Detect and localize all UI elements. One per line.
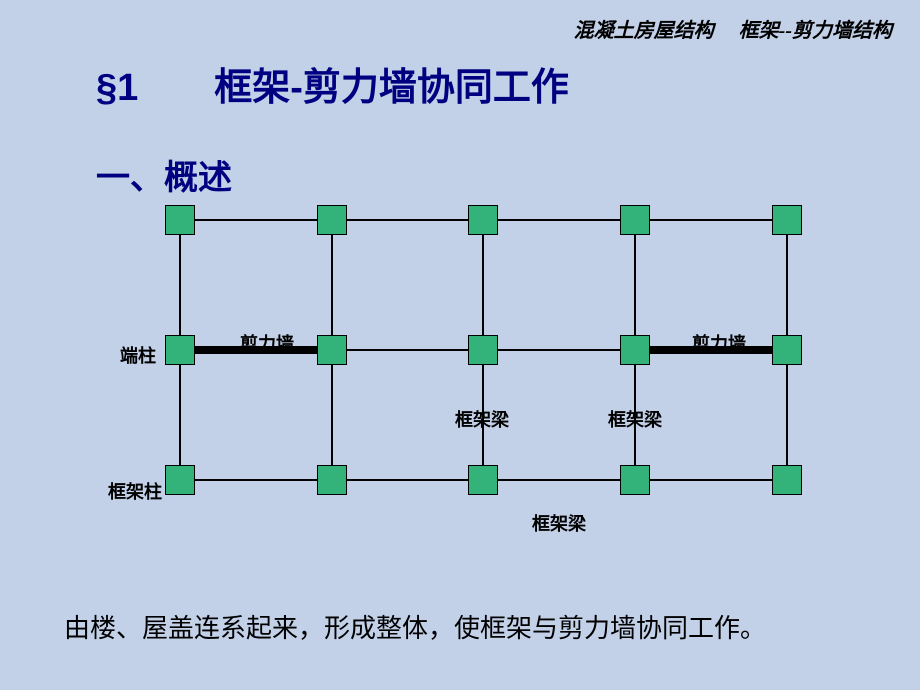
column-node [468,335,498,365]
column-node [620,465,650,495]
diagram-label: 框架梁 [532,510,586,536]
column-node [165,465,195,495]
column-node [165,205,195,235]
diagram-label: 框架梁 [608,406,662,432]
column-node [772,205,802,235]
slide: 混凝土房屋结构 框架--剪力墙结构 §1 框架-剪力墙协同工作 一、概述 剪力墙… [0,0,920,690]
column-node [317,465,347,495]
diagram-label: 剪力墙 [240,330,294,356]
column-node [620,205,650,235]
header-right: 混凝土房屋结构 框架--剪力墙结构 [574,14,892,43]
diagram-label: 框架柱 [108,478,162,504]
header-left-text: 混凝土房屋结构 [574,20,714,42]
diagram-label: 剪力墙 [692,330,746,356]
column-node [468,465,498,495]
footer-text: 由楼、屋盖连系起来，形成整体，使框架与剪力墙协同工作。 [64,608,766,645]
page-title: §1 框架-剪力墙协同工作 [96,56,569,111]
column-node [620,335,650,365]
column-node [317,205,347,235]
column-node [468,205,498,235]
column-node [772,465,802,495]
header-right-text: 框架--剪力墙结构 [739,20,892,42]
diagram-label: 端柱 [120,342,156,368]
column-node [165,335,195,365]
section-subtitle: 一、概述 [96,150,232,199]
column-node [317,335,347,365]
diagram-label: 框架梁 [455,406,509,432]
column-node [772,335,802,365]
